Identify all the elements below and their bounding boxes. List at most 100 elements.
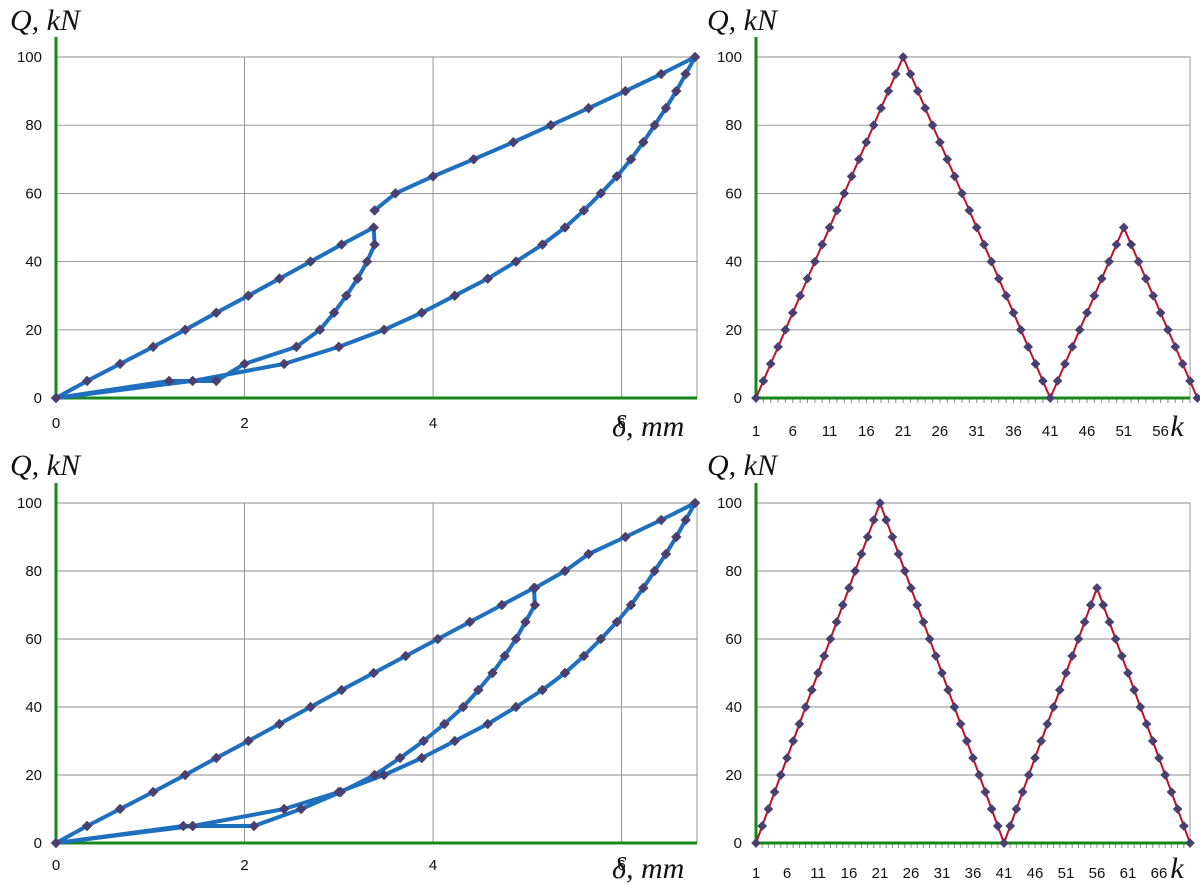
data-point — [583, 102, 594, 114]
data-point — [637, 582, 649, 594]
x-tick-label: 46 — [1027, 865, 1044, 882]
data-point — [1162, 324, 1173, 335]
data-point — [912, 600, 923, 610]
data-point — [1074, 324, 1085, 335]
data-point — [625, 599, 637, 611]
data-point — [927, 120, 938, 131]
data-point — [868, 120, 879, 131]
data-point — [1129, 685, 1140, 695]
x-tick-label: 4 — [429, 415, 437, 432]
data-point — [809, 256, 820, 267]
data-point — [1061, 668, 1071, 678]
data-point — [765, 358, 776, 369]
data-point — [649, 565, 660, 577]
data-point — [400, 650, 412, 662]
data-point — [949, 702, 960, 712]
x-tick-label: 31 — [968, 423, 985, 440]
data-point — [757, 821, 768, 831]
data-point — [906, 583, 916, 593]
data-point — [920, 103, 931, 114]
data-point — [1015, 324, 1026, 335]
data-point — [751, 838, 761, 848]
x-tick-label: 11 — [810, 865, 826, 882]
data-point — [1104, 256, 1115, 267]
data-point — [937, 668, 947, 678]
data-point — [924, 634, 935, 644]
data-point — [1155, 307, 1166, 318]
x-tick-label: 56 — [1152, 423, 1169, 440]
y-tick-label: 60 — [25, 631, 42, 648]
x-tick-label: 21 — [895, 423, 912, 440]
data-point — [660, 102, 672, 114]
data-point — [81, 375, 93, 387]
data-point — [529, 599, 541, 611]
x-tick-label: 0 — [52, 415, 60, 432]
data-point — [1104, 617, 1115, 627]
data-point — [147, 341, 159, 353]
data-point — [620, 85, 631, 97]
data-point — [850, 566, 861, 576]
data-point — [482, 718, 494, 730]
data-point — [507, 136, 519, 148]
chart-panel-1: 0 20 40 60 80 100 0 2 4 6 Q, kN δ, mm — [10, 4, 701, 443]
data-point — [831, 205, 842, 216]
y-tick-label: 40 — [725, 699, 742, 716]
data-point — [1067, 651, 1078, 661]
data-point — [1185, 838, 1195, 848]
y-tick-label: 80 — [725, 117, 742, 134]
x-tick-label: 16 — [841, 865, 858, 882]
y-tick-label: 40 — [25, 254, 42, 271]
data-point — [912, 86, 923, 97]
data-point — [537, 239, 548, 250]
y-tick-label: 40 — [25, 699, 42, 716]
data-point — [340, 290, 352, 302]
data-point — [800, 702, 811, 712]
data-point — [559, 667, 571, 679]
data-point — [361, 256, 373, 267]
data-point — [893, 549, 904, 559]
x-tick-label: 6 — [783, 865, 791, 882]
data-point — [918, 617, 929, 627]
x-tick-label: 16 — [858, 423, 875, 440]
data-point — [389, 188, 401, 199]
data-point — [278, 803, 290, 815]
x-tick-label: 2 — [240, 857, 248, 874]
x-tick-label: 66 — [1151, 865, 1168, 882]
y-tick-label: 80 — [725, 563, 742, 580]
data-point — [510, 256, 522, 267]
data-point — [1166, 787, 1177, 797]
data-point — [510, 633, 522, 645]
data-point — [1126, 239, 1137, 250]
data-point — [595, 633, 607, 645]
y-tick-label: 100 — [717, 495, 742, 512]
data-point — [854, 154, 864, 165]
y-tick-label: 60 — [25, 185, 42, 202]
data-point — [1030, 358, 1041, 369]
x-tick-label: 6 — [617, 857, 625, 874]
data-point — [817, 239, 828, 250]
x-tick-label: 2 — [240, 415, 248, 432]
data-point — [333, 786, 345, 798]
data-point — [147, 786, 159, 798]
x-axis-label: k — [1170, 852, 1184, 885]
data-point — [611, 616, 623, 628]
data-point — [432, 633, 444, 645]
data-point — [846, 171, 857, 182]
y-axis-label: Q, kN — [10, 4, 82, 37]
y-tick-label: 100 — [17, 495, 42, 512]
y-axis-label: Q, kN — [707, 449, 779, 482]
y-tick-label: 20 — [725, 767, 742, 784]
data-point — [1037, 375, 1048, 386]
data-point — [637, 136, 649, 148]
data-point — [449, 735, 461, 747]
data-point — [333, 341, 345, 353]
data-point — [887, 532, 898, 542]
data-point — [999, 838, 1009, 848]
data-point — [875, 498, 885, 508]
data-point — [788, 736, 799, 746]
data-point — [837, 600, 848, 610]
data-point — [179, 324, 191, 336]
data-point — [670, 85, 682, 97]
data-point — [583, 548, 594, 560]
